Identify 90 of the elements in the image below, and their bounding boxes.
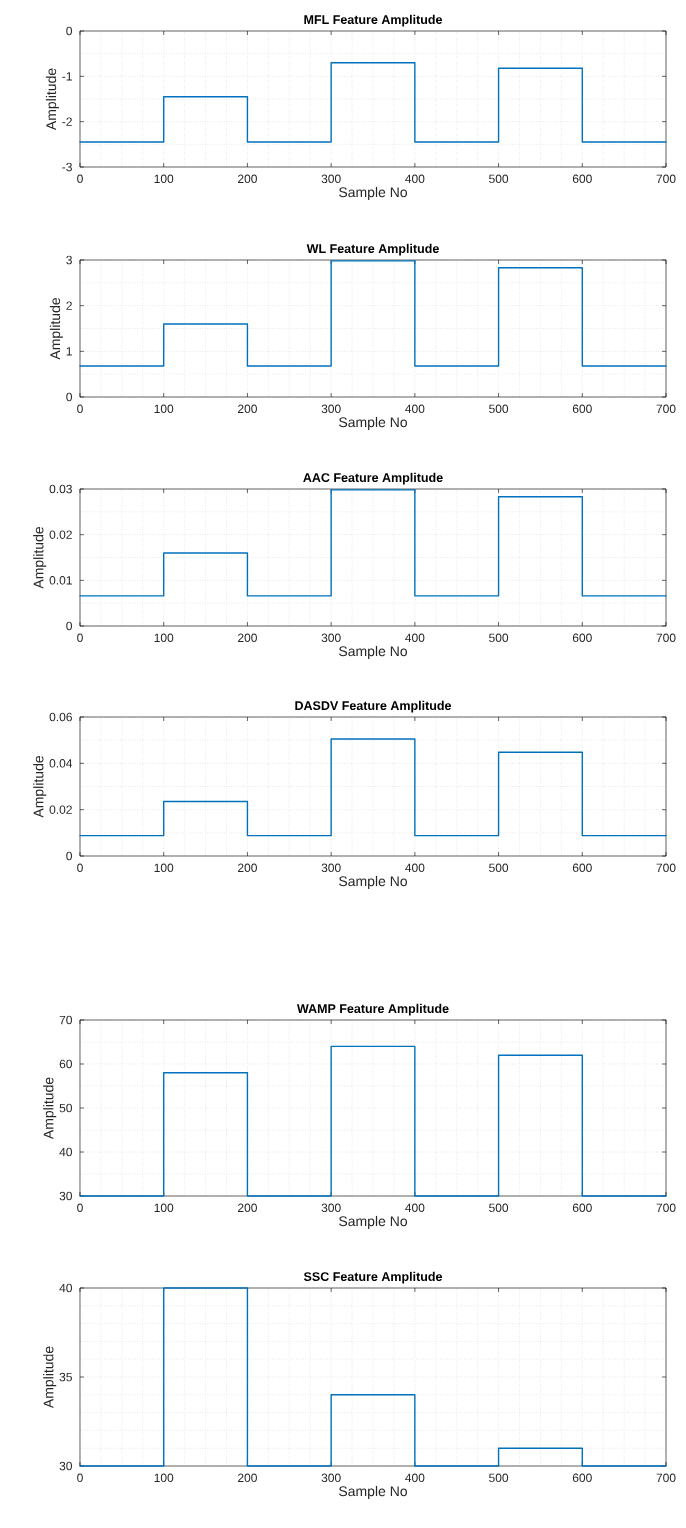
y-tick-label: 0.06 [49,712,72,722]
x-tick-label: 400 [405,1203,425,1213]
y-tick-label: -2 [62,117,72,126]
y-tick-label: 0 [66,621,72,631]
chart-title: WL Feature Amplitude [306,243,439,256]
x-tick-label: 200 [238,174,257,184]
y-tick-label: 50 [59,1103,72,1113]
y-tick-label: -3 [62,162,72,172]
x-tick-label: 500 [489,1473,509,1483]
x-tick-label: 0 [77,633,83,643]
x-tick-label: 100 [154,863,174,873]
y-tick-label: 3 [66,255,72,265]
x-tick-label: 500 [489,174,509,184]
x-tick-label: 200 [238,404,257,414]
y-tick-label: 0.02 [49,530,72,539]
x-tick-label: 600 [572,863,592,873]
x-tick-label: 700 [656,174,676,184]
y-tick-label: 1 [66,347,72,356]
y-axis-title: Amplitude [33,527,47,589]
y-tick-label: 70 [59,1015,72,1025]
x-tick-label: 700 [656,633,676,643]
x-tick-label: 600 [572,174,592,184]
x-tick-label: 600 [572,1473,592,1483]
x-tick-label: 300 [321,1473,341,1483]
chart-title: WAMP Feature Amplitude [296,1003,449,1016]
x-axis-title: Sample No [339,1215,408,1229]
y-tick-label: 30 [59,1461,72,1471]
x-tick-label: 100 [154,174,174,184]
x-tick-label: 0 [77,863,83,873]
chart-title: MFL Feature Amplitude [304,14,443,27]
x-tick-label: 300 [321,1203,341,1213]
x-tick-label: 400 [405,404,425,414]
y-tick-label: 0.03 [49,484,72,494]
x-tick-label: 0 [77,174,83,184]
x-tick-label: 0 [77,1203,83,1213]
x-tick-label: 700 [656,863,676,873]
y-axis-title: Amplitude [45,68,59,131]
x-axis-title: Sample No [339,645,408,659]
y-tick-label: 0.01 [49,576,72,585]
x-tick-label: 100 [154,1203,174,1213]
x-tick-label: 200 [238,1203,257,1213]
y-tick-label: 30 [59,1191,72,1201]
y-tick-label: 0 [66,26,72,36]
y-axis-title: Amplitude [43,1346,57,1409]
x-tick-label: 500 [489,404,509,414]
x-tick-label: 100 [154,633,174,643]
x-tick-label: 300 [321,863,341,873]
x-tick-label: 600 [572,404,592,414]
x-tick-label: 200 [238,863,257,873]
x-tick-label: 700 [656,1473,676,1483]
chart-title: DASDV Feature Amplitude [295,700,452,713]
x-tick-label: 600 [572,1203,592,1213]
y-tick-label: 0 [66,392,72,402]
x-tick-label: 400 [405,863,425,873]
y-tick-label: 0 [66,851,72,861]
chart-title: AAC Feature Amplitude [303,472,443,485]
y-tick-label: -1 [62,72,72,81]
y-axis-title: Amplitude [43,1077,57,1140]
y-tick-label: 40 [59,1283,72,1293]
chart-title: SSC Feature Amplitude [303,1271,443,1284]
x-tick-label: 500 [489,863,509,873]
y-tick-label: 0.04 [49,759,73,768]
x-tick-label: 0 [77,1473,83,1483]
x-tick-label: 500 [489,1203,509,1213]
x-axis-title: Sample No [339,416,408,430]
x-axis-title: Sample No [339,186,408,200]
y-tick-label: 0.02 [49,805,72,814]
x-tick-label: 100 [154,1473,174,1483]
x-tick-label: 300 [321,174,341,184]
x-tick-label: 600 [572,633,592,643]
y-axis-title: Amplitude [33,756,47,818]
x-tick-label: 300 [321,404,341,414]
x-tick-label: 700 [656,1203,676,1213]
x-tick-label: 700 [656,404,676,414]
x-tick-label: 400 [405,1473,425,1483]
x-tick-label: 400 [405,633,425,643]
x-tick-label: 400 [405,174,425,184]
x-tick-label: 0 [77,404,83,414]
x-axis-title: Sample No [339,875,408,889]
y-axis-title: Amplitude [49,298,63,360]
x-tick-label: 200 [238,1473,257,1483]
y-tick-label: 40 [59,1147,72,1157]
x-tick-label: 500 [489,633,509,643]
x-axis-title: Sample No [339,1485,408,1499]
y-tick-label: 2 [66,301,72,310]
x-tick-label: 300 [321,633,341,643]
x-tick-label: 100 [154,404,174,414]
y-tick-label: 35 [59,1372,72,1382]
y-tick-label: 60 [59,1059,72,1069]
x-tick-label: 200 [238,633,257,643]
